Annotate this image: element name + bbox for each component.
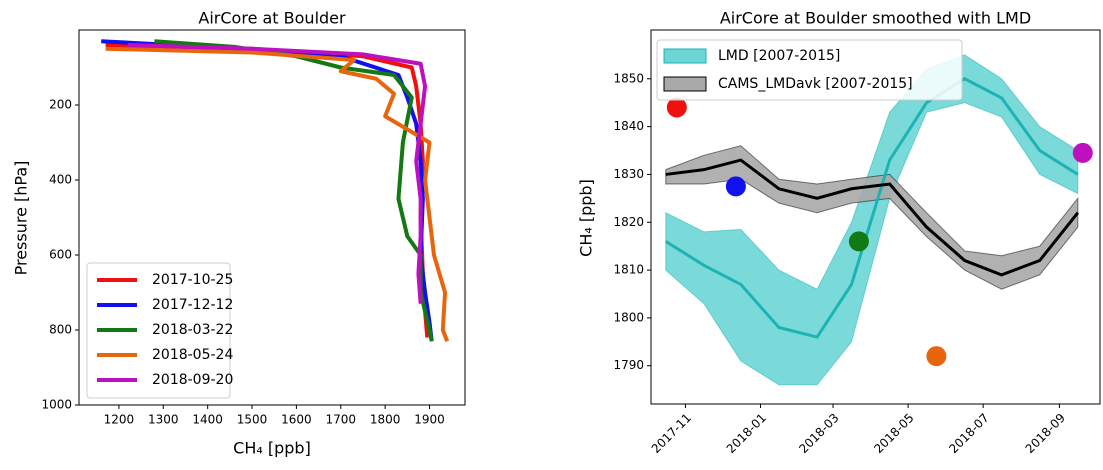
x-tick-label: 1700 <box>325 413 356 427</box>
legend-label: 2017-10-25 <box>152 272 233 288</box>
chart-title: AirCore at Boulder <box>198 9 346 28</box>
y-tick-label: 1830 <box>613 167 644 181</box>
y-tick-label: 800 <box>49 323 72 337</box>
x-tick-label: 2018-01 <box>724 411 769 456</box>
x-tick-label: 2017-11 <box>649 411 694 456</box>
legend-label: 2018-09-20 <box>152 372 233 388</box>
y-tick-label: 200 <box>49 98 72 112</box>
x-axis-label: CH₄ [ppb] <box>233 439 311 458</box>
mean-line <box>665 158 1080 277</box>
legend-label: 2018-03-22 <box>152 322 233 338</box>
legend-box <box>86 262 231 399</box>
x-tick-label: 1400 <box>192 413 223 427</box>
legend-label: 2018-05-24 <box>152 347 233 363</box>
x-tick-label: 1800 <box>370 413 401 427</box>
x-tick-label: 1300 <box>148 413 179 427</box>
x-tick-label: 1600 <box>281 413 312 427</box>
y-tick-label: 1820 <box>613 215 644 229</box>
point <box>1072 142 1093 163</box>
x-tick-label: 1200 <box>104 413 135 427</box>
x-tick-label: 1500 <box>237 413 268 427</box>
profile-line <box>127 43 428 304</box>
y-axis-label: CH₄ [ppb] <box>577 179 596 257</box>
y-tick-label: 1810 <box>613 263 644 277</box>
x-tick-label: 2018-09 <box>1023 411 1068 456</box>
y-tick-label: 1000 <box>41 398 72 412</box>
legend-label: LMD [2007-2015] <box>718 48 840 64</box>
x-tick-label: 2018-05 <box>871 411 916 456</box>
y-tick-label: 1850 <box>613 71 644 85</box>
y-axis-label: Pressure [hPa] <box>12 161 31 276</box>
point <box>725 176 746 197</box>
legend-swatch <box>663 76 707 92</box>
plot-area <box>664 54 1093 386</box>
x-tick-label: 2018-03 <box>796 411 841 456</box>
legend-label: 2017-12-12 <box>152 297 233 313</box>
point <box>926 346 947 367</box>
axes-frame <box>650 29 1101 405</box>
chart-title: AirCore at Boulder smoothed with LMD <box>720 9 1031 28</box>
point <box>666 97 687 118</box>
legend-swatch <box>663 48 707 64</box>
legend-label: CAMS_LMDavk [2007-2015] <box>718 76 913 92</box>
point <box>848 231 869 252</box>
axes-frame <box>78 29 466 406</box>
legend-box <box>656 39 963 101</box>
x-tick-label: 2018-07 <box>946 411 991 456</box>
y-tick-label: 1800 <box>613 310 644 324</box>
profile-line <box>105 46 450 342</box>
x-tick-label: 1900 <box>414 413 445 427</box>
y-tick-label: 600 <box>49 248 72 262</box>
y-tick-label: 400 <box>49 173 72 187</box>
mean-line <box>664 77 1079 339</box>
y-tick-label: 1790 <box>613 358 644 372</box>
y-tick-label: 1840 <box>613 119 644 133</box>
